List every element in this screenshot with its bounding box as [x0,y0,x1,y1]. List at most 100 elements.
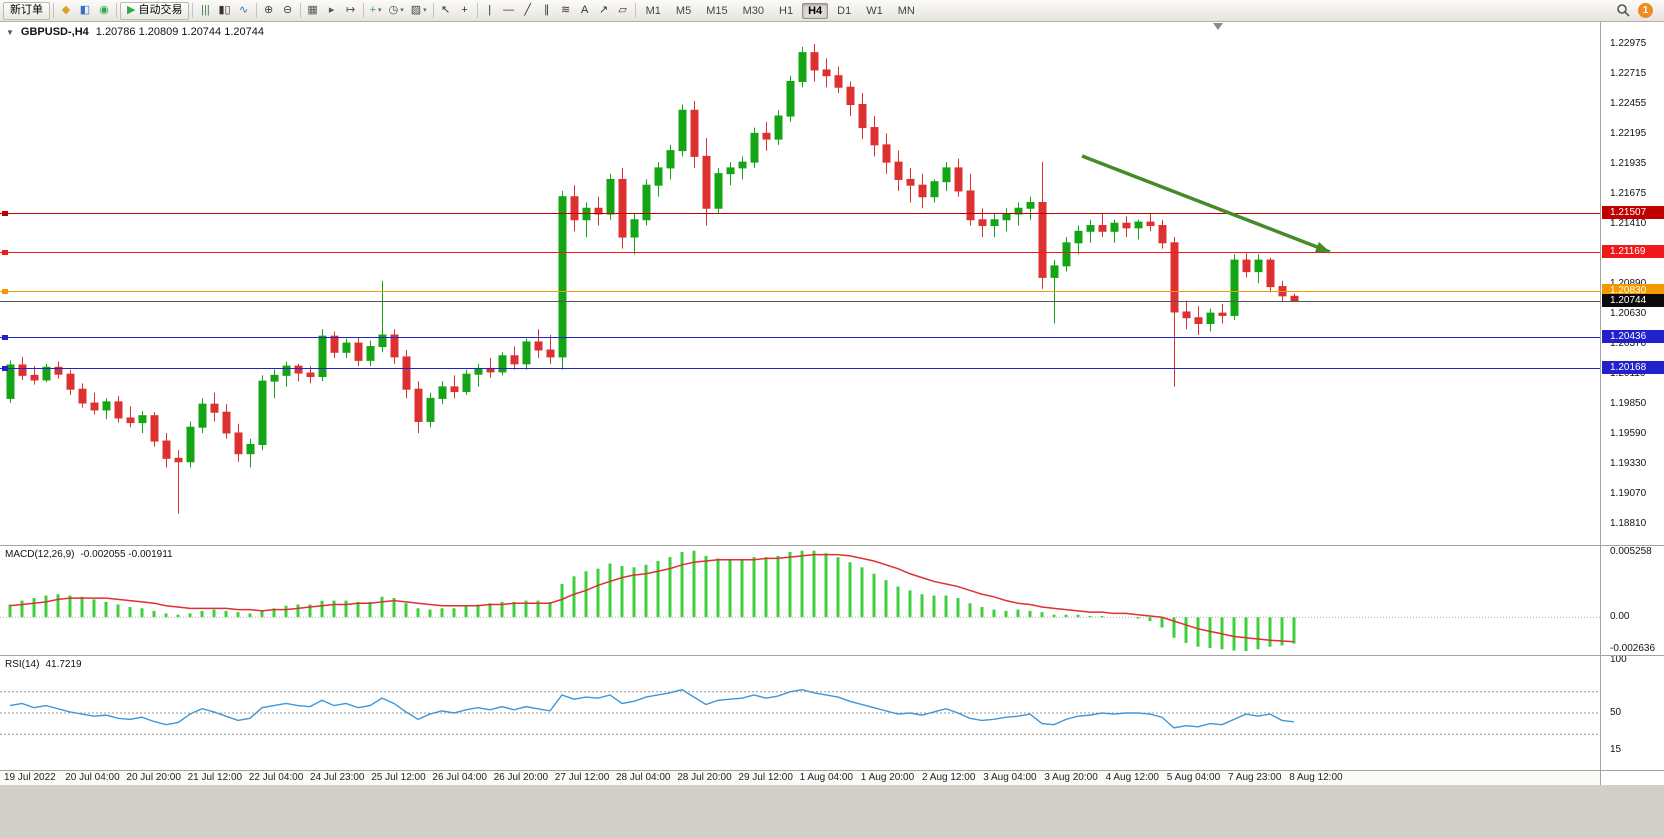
zoom-out-icon[interactable]: ⊖ [282,4,293,16]
time-label: 25 Jul 12:00 [371,772,426,783]
dropdown-caret-icon: ▾ [378,7,382,14]
price-tick-label: 1.18810 [1610,518,1647,530]
timeframe-d1[interactable]: D1 [837,4,852,17]
rsi-value: 41.7219 [45,659,82,670]
chart-window-icon[interactable]: ◧ [79,4,91,16]
macd-values: -0.002055 -0.001911 [80,549,173,560]
timeframe-mn[interactable]: MN [897,4,915,17]
main-chart[interactable] [0,22,1600,545]
auto-trading-button[interactable]: ▶ 自动交易 [120,1,190,20]
price-tick-label: 1.19330 [1610,458,1647,470]
trend-arrow[interactable] [1081,154,1331,254]
price-tick-label: 1.20890 [1610,278,1646,289]
bar-chart-icon[interactable]: ||| [201,4,210,16]
timeframe-h4[interactable]: H4 [802,2,829,19]
horizontal-line-icon[interactable]: — [503,4,515,16]
pane-separator[interactable] [0,655,1664,656]
timeframe-w1[interactable]: W1 [866,4,883,17]
price-tick-label: 1.21935 [1610,157,1647,169]
toolbar-separator [53,3,54,18]
line-chart-icon[interactable]: ∿ [238,4,249,16]
price-tick-label: 1.22455 [1610,97,1647,109]
time-label: 26 Jul 04:00 [432,772,487,783]
time-label: 19 Jul 2022 [4,772,56,783]
shapes-tool-icon[interactable]: ▱ [618,4,627,16]
price-tick-label: 1.21410 [1610,218,1647,230]
rsi-name: RSI(14) [5,659,40,670]
time-label: 29 Jul 12:00 [738,772,793,783]
toolbar-separator [116,3,117,18]
time-label: 5 Aug 04:00 [1166,772,1221,783]
timeframe-m1[interactable]: M1 [645,4,661,17]
search-icon[interactable] [1613,2,1634,20]
time-label: 3 Aug 04:00 [983,772,1037,783]
arrows-tool-icon[interactable]: ↗ [599,4,609,16]
vertical-line-icon[interactable]: | [488,4,492,16]
channel-icon[interactable]: ∥ [543,4,550,16]
text-tool-icon[interactable]: A [580,4,589,16]
symbols-icon[interactable]: ◆ [61,4,71,16]
time-label: 27 Jul 12:00 [554,772,610,783]
macd-name: MACD(12,26,9) [5,549,75,560]
macd-pane[interactable] [0,546,1600,655]
time-label: 7 Aug 23:00 [1228,772,1282,783]
crosshair-icon[interactable]: + [461,4,468,16]
timeframe-m30[interactable]: M30 [742,4,764,17]
price-tag: 1.20830 [1602,284,1664,298]
bottom-strip [0,785,1664,838]
chart-window: ▼ GBPUSD-,H4 1.20786 1.20809 1.20744 1.2… [0,22,1664,785]
toolbar-separator [255,3,257,18]
price-tick-label: 1.19070 [1610,488,1647,500]
one-click-trading-toggle[interactable]: ▼ [6,27,14,37]
macd-scale-label: -0.002636 [1610,643,1656,654]
new-order-button[interactable]: 新订单 [3,1,50,20]
macd-signal-line [9,553,1295,643]
tile-windows-icon[interactable]: ▦ [307,4,318,16]
toolbar-separator [362,3,364,18]
time-label: 22 Jul 04:00 [248,772,304,783]
timeframe-m5[interactable]: M5 [675,4,692,17]
price-tag: 1.20168 [1602,360,1664,374]
auto-scroll-icon[interactable]: ▸ [328,4,335,16]
time-label: 20 Jul 20:00 [126,772,181,783]
pane-separator[interactable] [0,545,1664,546]
hlines-layer[interactable] [0,211,1600,371]
notification-badge[interactable]: 1 [1638,3,1653,18]
profiles-icon[interactable]: ◉ [99,4,109,16]
pane-separator [0,770,1664,771]
rsi-pane[interactable] [0,656,1600,770]
price-scale[interactable]: 1.22975 1.22715 1.22455 1.22195 1.21935 1.216… [1600,22,1664,785]
fibonacci-icon[interactable]: ≋ [561,4,571,16]
indicators-icon[interactable]: + ▾ [369,4,382,16]
chart-shift-icon[interactable]: ↦ [345,4,356,16]
rsi-label: RSI(14) 41.7219 [5,659,82,670]
macd-histogram [8,550,1296,651]
rsi-scale-label: 15 [1610,744,1622,756]
ohlc-label: 1.20786 1.20809 1.20744 1.20744 [95,26,264,38]
price-tag: 1.21507 [1602,206,1664,220]
toolbar-separator [634,3,636,18]
toolbar-separator [476,3,478,18]
zoom-in-icon[interactable]: ⊕ [263,4,274,16]
timeframe-m15[interactable]: M15 [706,4,728,17]
macd-label: MACD(12,26,9) -0.002055 -0.001911 [5,549,173,560]
cursor-icon[interactable]: ↖ [441,4,451,16]
timeframe-h1[interactable]: H1 [779,4,794,17]
symbol-label: GBPUSD-,H4 [20,26,89,38]
rsi-line [9,688,1295,729]
time-label: 24 Jul 23:00 [310,772,365,783]
price-tag: 1.20436 [1602,329,1664,343]
templates-icon[interactable]: ▨ ▾ [410,4,427,16]
macd-scale-label: 0.00 [1610,611,1630,623]
candles-layer [6,44,1299,514]
trendline-icon[interactable]: ╱ [524,4,531,16]
price-tick-label: 1.21675 [1610,187,1647,199]
time-label: 8 Aug 12:00 [1289,772,1343,783]
time-axis[interactable]: 19 Jul 2022 20 Jul 04:00 20 Jul 20:00 21 Ju… [0,771,1600,785]
candlestick-chart-icon[interactable]: ▮▯ [218,4,231,16]
price-tick-label: 1.22715 [1610,67,1647,79]
chart-shift-marker[interactable] [1213,23,1223,30]
periods-icon[interactable]: ◷ ▾ [388,4,404,16]
toolbar: 新订单 ◆ ◧ ◉ ▶ 自动交易 ||| ▮▯ ∿ ⊕ ⊖ ▦ ▸ ↦ + ▾ ◷ ▾ ▨ ▾ ↖ + | — ╱ ∥ ≋ A… [0,0,1664,22]
